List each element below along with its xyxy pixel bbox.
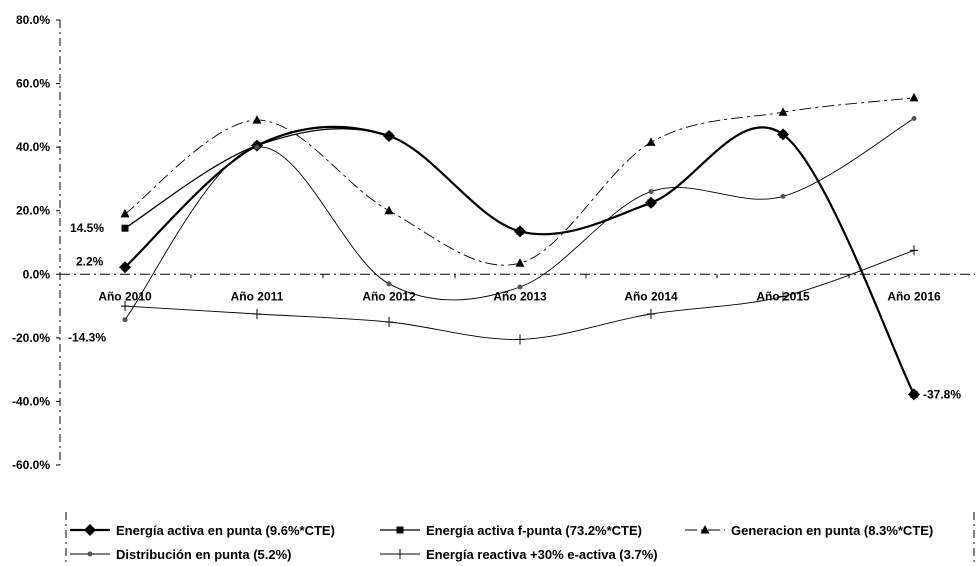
axis-layer: 80.0% 60.0% 40.0% 20.0% 0.0% -20.0% -40.0% -60.… bbox=[12, 13, 975, 472]
data-point bbox=[911, 116, 917, 121]
series-line bbox=[124, 97, 915, 266]
label-layer: 14.5% 2.2% -14.3% -37.8% bbox=[68, 221, 961, 401]
data-point bbox=[779, 291, 787, 302]
data-label: -14.3% bbox=[68, 331, 106, 345]
y-tick-label: 60.0% bbox=[16, 77, 50, 91]
data-point bbox=[517, 284, 523, 290]
y-tick-label: 80.0% bbox=[16, 13, 50, 27]
data-point bbox=[119, 261, 131, 274]
y-tick-label: -60.0% bbox=[12, 458, 50, 472]
data-point bbox=[778, 107, 788, 116]
legend: Energía activa en punta (9.6%*CTE) Energí… bbox=[65, 512, 975, 566]
data-point bbox=[910, 245, 918, 256]
y-tick-label: 20.0% bbox=[16, 204, 50, 218]
y-tick-label: 0.0% bbox=[23, 267, 51, 281]
data-point bbox=[253, 309, 261, 319]
data-point bbox=[780, 193, 786, 199]
legend-label: Energía reactiva +30% e-activa (3.7%) bbox=[426, 547, 658, 562]
series-3 bbox=[122, 116, 917, 323]
y-tick-label: -40.0% bbox=[12, 394, 50, 408]
data-point bbox=[779, 130, 787, 138]
legend-label: Energía activa en punta (9.6%*CTE) bbox=[116, 523, 335, 538]
legend-marker bbox=[396, 549, 404, 559]
data-point bbox=[648, 189, 654, 195]
data-point bbox=[121, 301, 129, 312]
series-4 bbox=[121, 245, 918, 345]
legend-marker bbox=[700, 525, 710, 534]
legend-item: Energía reactiva +30% e-activa (3.7%) bbox=[380, 547, 658, 562]
y-tick-label: 40.0% bbox=[16, 140, 50, 154]
data-point bbox=[385, 132, 393, 140]
legend-item: Distribución en punta (5.2%) bbox=[70, 547, 292, 562]
x-tick-label: Año 2010 bbox=[98, 289, 152, 303]
x-tick-label: Año 2012 bbox=[362, 289, 416, 303]
series-layer bbox=[119, 92, 920, 401]
legend-label: Generacion en punta (8.3%*CTE) bbox=[731, 523, 933, 538]
legend-marker bbox=[396, 526, 404, 534]
data-point bbox=[386, 281, 392, 287]
x-tick-label: Año 2013 bbox=[493, 289, 547, 303]
x-tick-label: Año 2011 bbox=[231, 289, 284, 303]
legend-marker bbox=[84, 524, 96, 536]
legend-marker bbox=[87, 551, 93, 557]
data-point bbox=[647, 309, 655, 319]
data-point bbox=[121, 224, 129, 232]
legend-item: Generacion en punta (8.3%*CTE) bbox=[685, 523, 933, 538]
legend-item: Energía activa f-punta (73.2%*CTE) bbox=[380, 523, 642, 538]
data-point bbox=[647, 199, 655, 207]
data-point bbox=[646, 137, 656, 146]
x-tick-label: Año 2016 bbox=[887, 289, 941, 303]
legend-label: Energía activa f-punta (73.2%*CTE) bbox=[426, 523, 642, 538]
y-tick-label: -20.0% bbox=[12, 331, 50, 345]
data-point bbox=[120, 208, 130, 218]
legend-label: Distribución en punta (5.2%) bbox=[116, 547, 292, 562]
data-point bbox=[516, 227, 524, 235]
data-point bbox=[252, 115, 262, 124]
data-point bbox=[254, 144, 260, 150]
data-label: 2.2% bbox=[76, 254, 104, 268]
data-point bbox=[515, 258, 525, 267]
data-point bbox=[909, 92, 919, 102]
data-point bbox=[384, 205, 394, 215]
data-point bbox=[385, 317, 393, 327]
x-tick-label: Año 2014 bbox=[624, 289, 678, 303]
series-2 bbox=[120, 92, 919, 267]
data-point bbox=[122, 317, 128, 323]
data-point bbox=[516, 334, 524, 345]
data-label: 14.5% bbox=[70, 221, 104, 235]
data-label: -37.8% bbox=[923, 387, 961, 401]
legend-item: Energía activa en punta (9.6%*CTE) bbox=[70, 523, 335, 538]
data-point bbox=[910, 390, 918, 398]
